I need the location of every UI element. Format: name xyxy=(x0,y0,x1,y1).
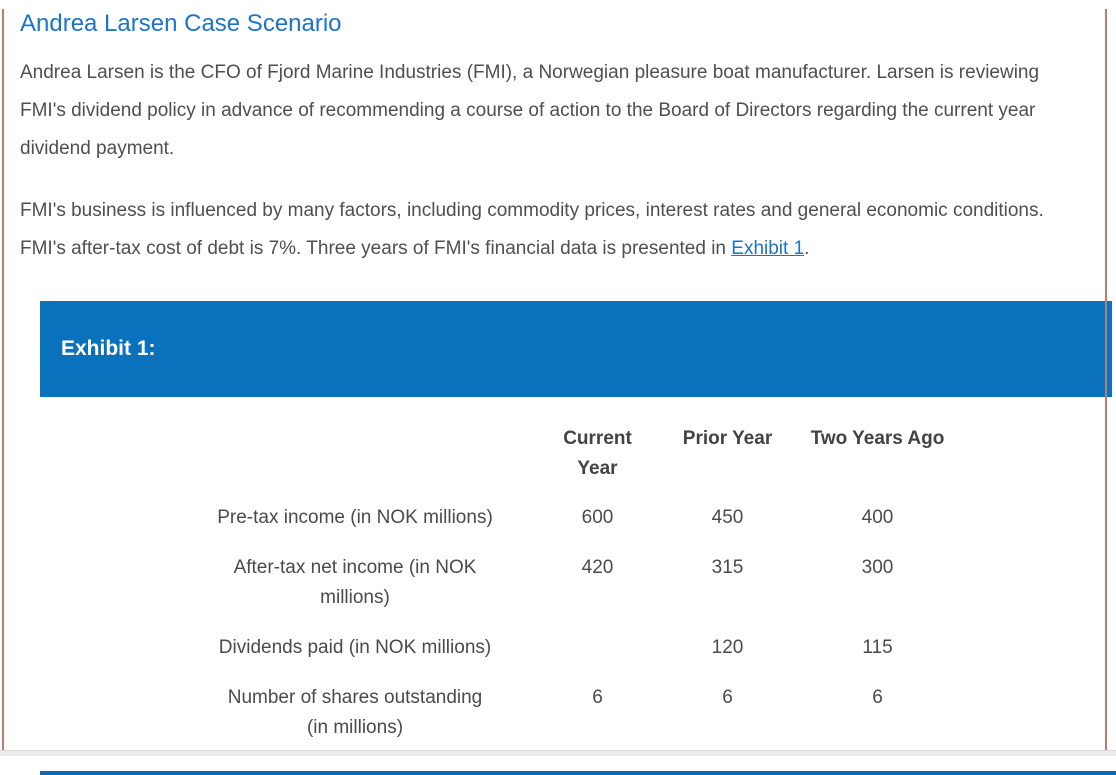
row-label-pretax-income: Pre-tax income (in NOK millions) xyxy=(217,507,493,528)
exhibit-table: Current Year Prior Year Two Years Ago Pr… xyxy=(180,424,965,753)
case-paragraph-2-period: . xyxy=(804,238,810,259)
cell-shares-prior: 6 xyxy=(722,687,733,708)
table-row: Number of shares outstanding (in million… xyxy=(180,673,965,753)
case-paragraph-1: Andrea Larsen is the CFO of Fjord Marine… xyxy=(20,62,1040,159)
column-header-current-year: Current Year xyxy=(563,428,632,479)
cell-pretax-current: 600 xyxy=(581,507,614,528)
row-label-shares-outstanding: Number of shares outstanding (in million… xyxy=(227,687,483,738)
page-right-border xyxy=(1105,9,1107,750)
row-label-aftertax-income: After-tax net income (in NOK millions) xyxy=(233,557,477,608)
cell-aftertax-prior: 315 xyxy=(711,557,744,578)
cell-pretax-two-years: 400 xyxy=(861,507,894,528)
case-paragraph-2-text: FMI's business is influenced by many fac… xyxy=(20,200,1044,259)
cell-dividends-prior: 120 xyxy=(711,637,744,658)
row-label-dividends-paid: Dividends paid (in NOK millions) xyxy=(218,637,492,658)
exhibit-banner: Exhibit 1: xyxy=(40,301,1112,397)
table-header-row: Current Year Prior Year Two Years Ago xyxy=(180,424,965,493)
table-row: Pre-tax income (in NOK millions) 600 450… xyxy=(180,493,965,543)
table-row: After-tax net income (in NOK millions) 4… xyxy=(180,543,965,623)
cell-dividends-current xyxy=(530,623,665,673)
cell-aftertax-two-years: 300 xyxy=(861,557,894,578)
exhibit-1-link[interactable]: Exhibit 1 xyxy=(731,238,805,259)
case-scenario-content: Andrea Larsen Case Scenario Andrea Larse… xyxy=(0,9,1116,775)
cell-aftertax-current: 420 xyxy=(581,557,614,578)
page-title: Andrea Larsen Case Scenario xyxy=(20,10,342,37)
cell-shares-current: 6 xyxy=(592,687,603,708)
table-corner-cell xyxy=(180,424,530,493)
cell-pretax-prior: 450 xyxy=(711,507,744,528)
page-left-border xyxy=(2,9,4,750)
table-row: Dividends paid (in NOK millions) 120 115 xyxy=(180,623,965,673)
section-divider xyxy=(40,771,1116,775)
case-paragraph-2: FMI's business is influenced by many fac… xyxy=(20,192,1080,268)
column-header-prior-year: Prior Year xyxy=(682,428,773,449)
column-header-two-years-ago: Two Years Ago xyxy=(810,428,945,449)
exhibit-banner-label: Exhibit 1: xyxy=(61,337,156,360)
cell-dividends-two-years: 115 xyxy=(862,637,893,658)
cell-shares-two-years: 6 xyxy=(872,687,883,708)
bottom-strip xyxy=(0,750,1116,756)
